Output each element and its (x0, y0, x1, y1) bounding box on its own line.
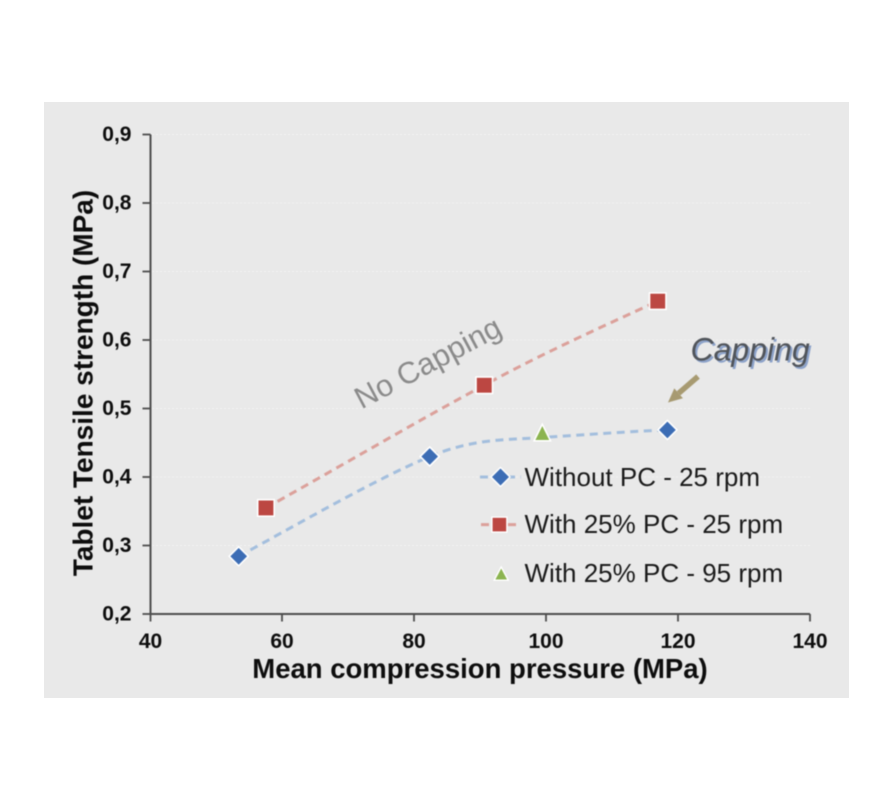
svg-text:0,2: 0,2 (102, 603, 131, 626)
svg-text:Mean compression pressure (MPa: Mean compression pressure (MPa) (252, 653, 707, 684)
svg-text:40: 40 (139, 630, 162, 653)
svg-text:With 25% PC - 25 rpm: With 25% PC - 25 rpm (525, 509, 784, 539)
svg-text:0,5: 0,5 (102, 397, 132, 420)
svg-text:80: 80 (402, 630, 425, 653)
svg-text:140: 140 (792, 630, 827, 653)
svg-text:0,6: 0,6 (102, 329, 131, 352)
svg-text:With 25% PC - 95 rpm: With 25% PC - 95 rpm (525, 558, 784, 588)
svg-text:120: 120 (660, 630, 695, 653)
svg-text:0,3: 0,3 (102, 534, 131, 557)
svg-text:Tablet Tensile strength (MPa): Tablet Tensile strength (MPa) (68, 190, 99, 576)
svg-text:Capping: Capping (691, 332, 810, 368)
svg-text:No Capping: No Capping (349, 310, 507, 416)
svg-text:0,8: 0,8 (102, 192, 132, 215)
svg-text:60: 60 (270, 630, 293, 653)
svg-text:Capping: Capping (693, 334, 812, 370)
svg-text:Without PC - 25 rpm: Without PC - 25 rpm (525, 462, 761, 492)
svg-text:0,9: 0,9 (102, 123, 131, 146)
svg-text:100: 100 (528, 630, 563, 653)
svg-text:0,4: 0,4 (102, 466, 132, 489)
svg-text:0,7: 0,7 (102, 260, 131, 283)
